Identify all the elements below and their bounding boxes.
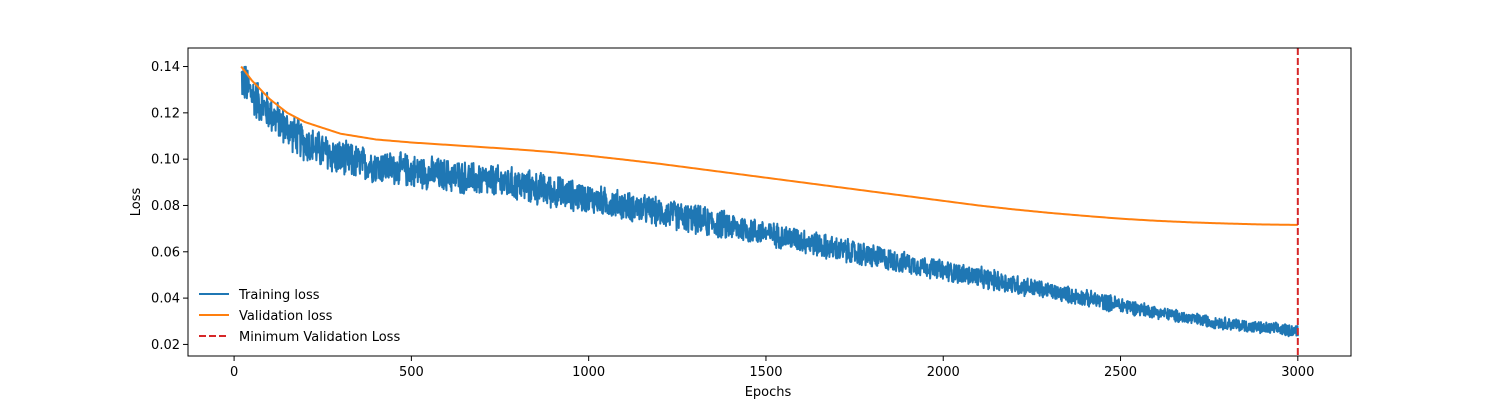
training-loss-line [240, 65, 1299, 338]
y-tick-label: 0.10 [151, 153, 180, 168]
axes-frame [187, 47, 1352, 357]
y-tick-label: 0.12 [151, 106, 180, 121]
x-axis-ticks: 0 500 1000 1500 2000 2500 3000 [230, 356, 1314, 380]
x-tick-label: 0 [230, 365, 238, 380]
plot-frame [187, 47, 1352, 357]
x-tick-label: 1000 [572, 365, 605, 380]
legend-label: Validation loss [239, 309, 333, 324]
x-tick-label: 2500 [1104, 365, 1137, 380]
validation-loss-line [240, 65, 1298, 226]
legend: Training loss Validation loss Minimum Vali… [199, 288, 400, 345]
legend-label: Training loss [238, 288, 320, 303]
y-axis-ticks: 0.02 0.04 0.06 0.08 0.10 0.12 0.14 [151, 60, 188, 353]
x-tick-label: 500 [399, 365, 424, 380]
x-tick-label: 2000 [927, 365, 960, 380]
x-tick-label: 3000 [1281, 365, 1314, 380]
y-tick-label: 0.06 [151, 245, 180, 260]
y-tick-label: 0.04 [151, 292, 180, 307]
y-tick-label: 0.14 [151, 60, 180, 75]
plot-content [240, 48, 1299, 356]
x-axis-label: Epochs [745, 385, 792, 400]
x-tick-label: 1500 [749, 365, 782, 380]
y-axis-label: Loss [129, 188, 144, 217]
y-tick-label: 0.08 [151, 199, 180, 214]
y-tick-label: 0.02 [151, 338, 180, 353]
legend-label: Minimum Validation Loss [239, 330, 400, 345]
